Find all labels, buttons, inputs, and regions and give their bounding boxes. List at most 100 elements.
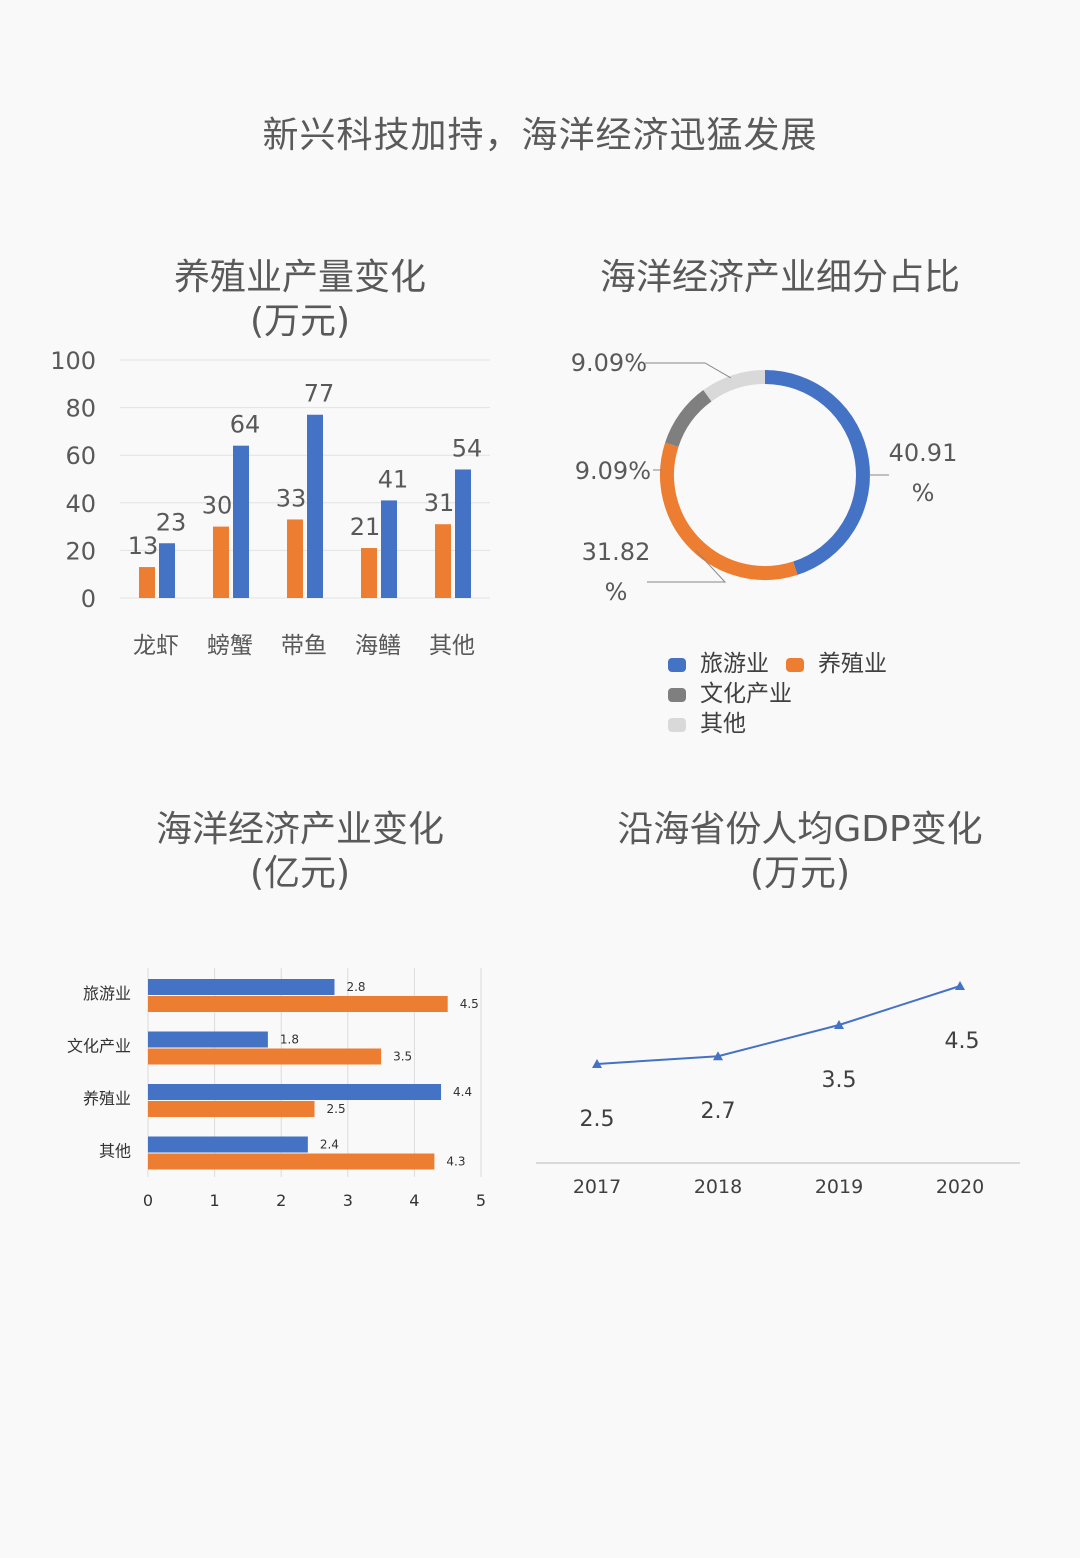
legend-label-tourism: 旅游业 <box>700 651 769 677</box>
data-label: 2.5 <box>580 1107 615 1132</box>
page-title: 新兴科技加持，海洋经济迅猛发展 <box>262 115 818 156</box>
leader-line <box>647 549 727 583</box>
x-tick-label: 带鱼 <box>281 633 327 659</box>
bar <box>381 500 397 598</box>
slice-label: % <box>912 479 935 507</box>
data-label: 41 <box>378 465 409 493</box>
y-tick-label: 20 <box>65 537 96 565</box>
bar <box>148 1031 268 1048</box>
x-tick-label: 3 <box>343 1191 353 1210</box>
x-tick-label: 0 <box>143 1191 153 1210</box>
data-point <box>592 1059 602 1068</box>
slice-label: 40.91 <box>889 439 958 467</box>
bar <box>159 543 175 598</box>
bar <box>148 1101 315 1117</box>
industry-title-line1: 海洋经济产业变化 <box>155 809 444 850</box>
x-tick-label: 4 <box>409 1191 419 1210</box>
gdp-chart-title: 沿海省份人均GDP变化 (万元) <box>570 808 1030 896</box>
data-label: 3.5 <box>822 1068 857 1093</box>
data-label: 2.8 <box>346 980 365 994</box>
industry-hbar-chart: 0 1 2 3 4 5 旅游业 2.8 4.5 文化产业 1.8 3.5 养殖业 4.4 2.5 其他 2.4 4… <box>67 968 486 1210</box>
series-line <box>596 985 961 1065</box>
data-label: 31 <box>424 489 455 517</box>
aquaculture-title-line2: (万元) <box>249 301 351 342</box>
bar <box>287 519 303 598</box>
legend-item-tourism: 旅游业 <box>668 644 769 678</box>
donut-slice <box>703 370 766 402</box>
y-tick-label: 养殖业 <box>83 1089 131 1108</box>
bar <box>148 1136 308 1153</box>
slice-label: 31.82 <box>582 538 651 566</box>
y-tick-label: 100 <box>50 347 96 375</box>
gdp-title-line2: (万元) <box>749 853 851 894</box>
slice-label: 9.09% <box>571 349 647 377</box>
data-label: 30 <box>202 492 233 520</box>
x-tick-label: 1 <box>210 1191 220 1210</box>
donut-slice <box>764 370 870 575</box>
x-tick-label: 2019 <box>815 1176 863 1198</box>
slice-label: 9.09% <box>575 457 651 485</box>
data-label: 77 <box>304 380 335 408</box>
gdp-title-line1: 沿海省份人均GDP变化 <box>617 809 983 850</box>
gdp-line-chart: 2.5 2017 2.7 2018 3.5 2019 4.5 2020 <box>536 981 1020 1198</box>
bar <box>148 1048 382 1065</box>
data-label: 4.3 <box>446 1155 465 1169</box>
bar <box>148 1084 442 1100</box>
bar <box>233 445 249 598</box>
share-chart-title: 海洋经济产业细分占比 <box>599 257 960 298</box>
data-label: 64 <box>230 411 261 439</box>
x-tick-label: 其他 <box>429 633 475 659</box>
slice-label: % <box>605 578 628 606</box>
bar <box>307 414 323 598</box>
legend-swatch-other <box>668 717 686 732</box>
legend-item-other: 其他 <box>668 704 746 738</box>
data-label: 2.7 <box>701 1099 736 1124</box>
data-point <box>834 1020 844 1029</box>
data-label: 13 <box>128 532 159 560</box>
data-label: 2.4 <box>320 1138 339 1152</box>
x-tick-label: 5 <box>476 1191 486 1210</box>
x-tick-label: 海鳝 <box>355 633 401 659</box>
data-label: 3.5 <box>393 1050 412 1064</box>
legend-swatch-tourism <box>668 657 686 672</box>
share-legend: 旅游业 养殖业 文化产业 其他 <box>668 644 968 744</box>
y-tick-label: 80 <box>65 395 96 423</box>
y-tick-label: 40 <box>65 490 96 518</box>
legend-item-culture: 文化产业 <box>668 674 792 708</box>
bar <box>148 979 335 995</box>
data-label: 4.5 <box>945 1029 980 1054</box>
y-tick-label: 文化产业 <box>67 1037 131 1056</box>
legend-label-other: 其他 <box>700 711 746 737</box>
data-label: 1.8 <box>280 1033 299 1047</box>
data-label: 23 <box>156 508 187 536</box>
y-tick-label: 0 <box>81 585 96 613</box>
data-label: 33 <box>276 484 307 512</box>
legend-item-aquaculture: 养殖业 <box>786 644 887 678</box>
y-tick-label: 60 <box>65 442 96 470</box>
bar <box>148 1153 435 1170</box>
x-tick-label: 2017 <box>573 1176 621 1198</box>
legend-label-culture: 文化产业 <box>700 681 792 707</box>
data-label: 21 <box>350 513 381 541</box>
bar <box>455 469 471 598</box>
donut-slice <box>660 442 798 580</box>
data-label: 2.5 <box>327 1102 346 1116</box>
legend-swatch-aquaculture <box>786 657 804 672</box>
bar <box>213 526 229 598</box>
x-tick-label: 2018 <box>694 1176 742 1198</box>
x-tick-label: 龙虾 <box>133 633 179 659</box>
aquaculture-chart-title: 养殖业产量变化 (万元) <box>100 256 500 344</box>
industry-title-line2: (亿元) <box>249 853 351 894</box>
legend-label-aquaculture: 养殖业 <box>818 651 887 677</box>
aquaculture-title-line1: 养殖业产量变化 <box>173 257 426 298</box>
data-label: 54 <box>452 434 483 462</box>
bar <box>435 524 451 598</box>
data-label: 4.4 <box>453 1085 472 1099</box>
x-tick-label: 2 <box>276 1191 286 1210</box>
data-point <box>955 981 965 990</box>
donut-slice <box>665 390 712 448</box>
bar <box>139 567 155 598</box>
y-tick-label: 其他 <box>99 1142 131 1161</box>
x-tick-label: 2020 <box>936 1176 984 1198</box>
